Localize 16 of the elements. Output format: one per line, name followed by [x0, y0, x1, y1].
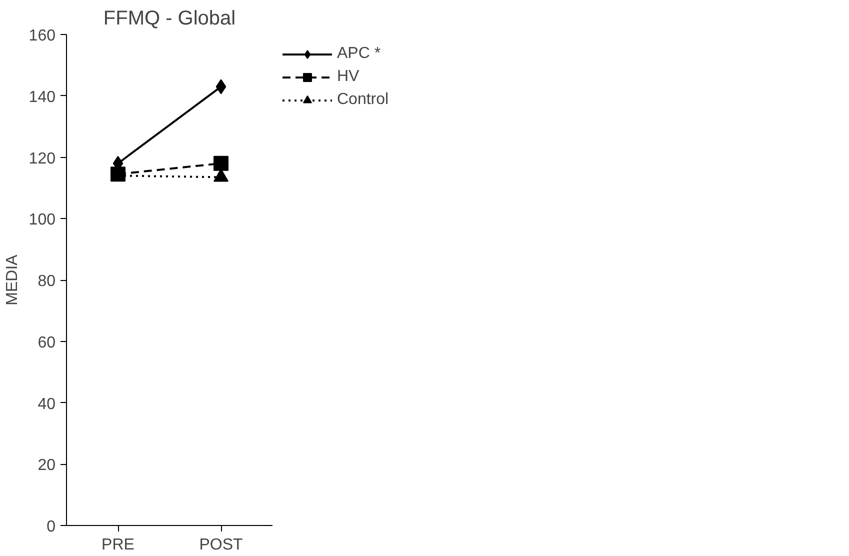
x-tick-label: POST: [199, 536, 244, 554]
y-tick-label: 0: [46, 518, 56, 536]
y-tick-label: 100: [28, 212, 56, 229]
chart-title: FFMQ - Global: [103, 8, 236, 30]
y-tick-label: 80: [38, 273, 56, 290]
legend-label: HV: [337, 68, 360, 86]
legend-label: APC *: [337, 45, 381, 63]
y-tick-label: 140: [28, 88, 56, 106]
y-tick-label: 120: [28, 150, 56, 168]
y-tick-label: 20: [38, 457, 56, 474]
y-tick-label: 60: [38, 334, 56, 352]
y-tick-label: 40: [38, 396, 56, 413]
y-tick-label: 160: [28, 28, 56, 44]
x-tick-label: PRE: [102, 536, 134, 554]
legend-label: Control: [337, 91, 389, 109]
y-axis-title: MEDIA: [4, 254, 21, 306]
